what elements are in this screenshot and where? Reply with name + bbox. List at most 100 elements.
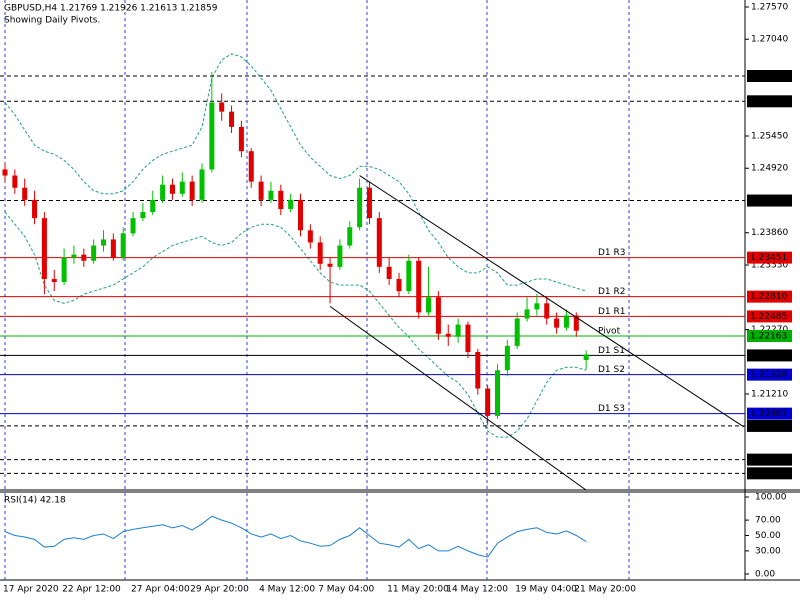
price-tag bbox=[747, 407, 792, 420]
y-tick-label: 1.23860 bbox=[751, 228, 788, 238]
y-tick-label: 1.25450 bbox=[751, 131, 788, 141]
candle-body bbox=[298, 199, 303, 231]
candle-body bbox=[278, 190, 284, 210]
price-tag bbox=[747, 467, 792, 480]
candle-body bbox=[554, 318, 560, 328]
x-tick-label: 27 Apr 04:00 bbox=[131, 585, 190, 595]
candle-body bbox=[238, 126, 244, 152]
candle-body bbox=[534, 303, 540, 310]
trendline bbox=[359, 175, 745, 428]
price-tag-label: 1.26436 bbox=[750, 71, 787, 81]
price-tag bbox=[747, 310, 792, 323]
price-tag-label: 1.20131 bbox=[750, 455, 787, 465]
candle-body bbox=[514, 318, 520, 346]
candle-body bbox=[248, 151, 254, 182]
candle-body bbox=[485, 388, 491, 416]
x-tick-label: 21 May 20:00 bbox=[574, 585, 636, 595]
candle-body bbox=[150, 199, 156, 213]
candle-body bbox=[426, 297, 432, 313]
chart-subtitle: Showing Daily Pivots. bbox=[4, 16, 100, 26]
price-tag-label: 1.22485 bbox=[750, 312, 787, 322]
candle-body bbox=[71, 254, 77, 258]
price-tag-label: 1.19906 bbox=[750, 469, 787, 479]
candle-body bbox=[91, 245, 97, 261]
candle-body bbox=[347, 227, 353, 246]
candle-body bbox=[189, 181, 195, 200]
candle-body bbox=[2, 169, 8, 176]
candle-body bbox=[386, 266, 392, 279]
candle-body bbox=[12, 175, 18, 188]
pivot-label: D1 S3 bbox=[598, 404, 625, 414]
price-tag bbox=[747, 194, 792, 207]
price-tag-label: 1.24389 bbox=[750, 196, 787, 206]
candle-body bbox=[41, 218, 47, 279]
x-tick-label: 22 Apr 12:00 bbox=[62, 585, 121, 595]
candle-body bbox=[583, 354, 589, 360]
x-tick-label: 7 May 04:00 bbox=[318, 585, 374, 595]
price-tag-label: 1.23451 bbox=[750, 253, 787, 263]
candle-body bbox=[573, 315, 579, 331]
x-tick-label: 29 Apr 20:00 bbox=[190, 585, 249, 595]
candle-body bbox=[120, 233, 126, 258]
price-tag-label: 1.20887 bbox=[750, 409, 787, 419]
price-tag bbox=[747, 349, 792, 362]
candle-body bbox=[169, 184, 175, 194]
price-tag bbox=[747, 453, 792, 466]
rsi-title: RSI(14) 42.18 bbox=[4, 496, 66, 506]
candle-body bbox=[376, 218, 382, 267]
price-tag bbox=[747, 69, 792, 82]
trendline bbox=[329, 305, 587, 491]
candle-body bbox=[416, 260, 422, 313]
candle-body bbox=[406, 260, 412, 292]
x-tick-label: 17 Apr 2020 bbox=[3, 585, 59, 595]
candle-body bbox=[445, 333, 451, 337]
candle-body bbox=[465, 324, 471, 352]
pivot-label: D1 R3 bbox=[598, 248, 626, 258]
price-tag bbox=[747, 251, 792, 264]
y-tick-label: 1.27570 bbox=[751, 2, 788, 12]
candle-body bbox=[101, 239, 106, 246]
y-tick-label: 1.23330 bbox=[751, 260, 788, 270]
candle-body bbox=[258, 181, 264, 200]
candle-body bbox=[495, 370, 500, 416]
price-tag-label: 1.21844 bbox=[750, 351, 787, 361]
pivot-label: Pivot bbox=[598, 326, 621, 336]
x-tick-label: 19 May 04:00 bbox=[515, 585, 577, 595]
candle-body bbox=[179, 181, 185, 194]
pivot-label: D1 R1 bbox=[598, 307, 626, 317]
candle-body bbox=[219, 102, 225, 112]
candle-body bbox=[327, 263, 333, 267]
candle-body bbox=[140, 212, 146, 219]
candle-body bbox=[130, 218, 136, 234]
price-tag bbox=[747, 419, 792, 432]
price-tag bbox=[747, 329, 792, 342]
candle-body bbox=[199, 169, 205, 200]
candle-body bbox=[160, 184, 166, 200]
candle-body bbox=[563, 315, 569, 328]
candle-body bbox=[366, 187, 372, 219]
candle-body bbox=[61, 257, 67, 283]
candle-body bbox=[317, 242, 323, 264]
candle-body bbox=[396, 278, 402, 292]
price-tag-label: 1.22810 bbox=[750, 292, 787, 302]
x-tick-label: 14 May 12:00 bbox=[446, 585, 508, 595]
price-tag-label: 1.26020 bbox=[750, 97, 787, 107]
price-tag-label: 1.20685 bbox=[750, 421, 787, 431]
candle-body bbox=[504, 345, 510, 371]
candle-body bbox=[455, 324, 461, 337]
bollinger-band bbox=[4, 211, 587, 438]
candle-body bbox=[229, 111, 235, 127]
x-tick-label: 11 May 20:00 bbox=[387, 585, 449, 595]
candle-body bbox=[524, 309, 530, 319]
price-tag-label: 1.21528 bbox=[750, 370, 787, 380]
y-tick-label: 100.00 bbox=[755, 493, 787, 503]
candle-body bbox=[110, 239, 116, 258]
candle-body bbox=[22, 187, 28, 200]
candle-body bbox=[288, 199, 294, 210]
candle-body bbox=[544, 303, 550, 319]
pivot-label: D1 S2 bbox=[598, 365, 625, 375]
candle-body bbox=[307, 230, 313, 243]
y-tick-label: 1.27040 bbox=[751, 35, 788, 45]
